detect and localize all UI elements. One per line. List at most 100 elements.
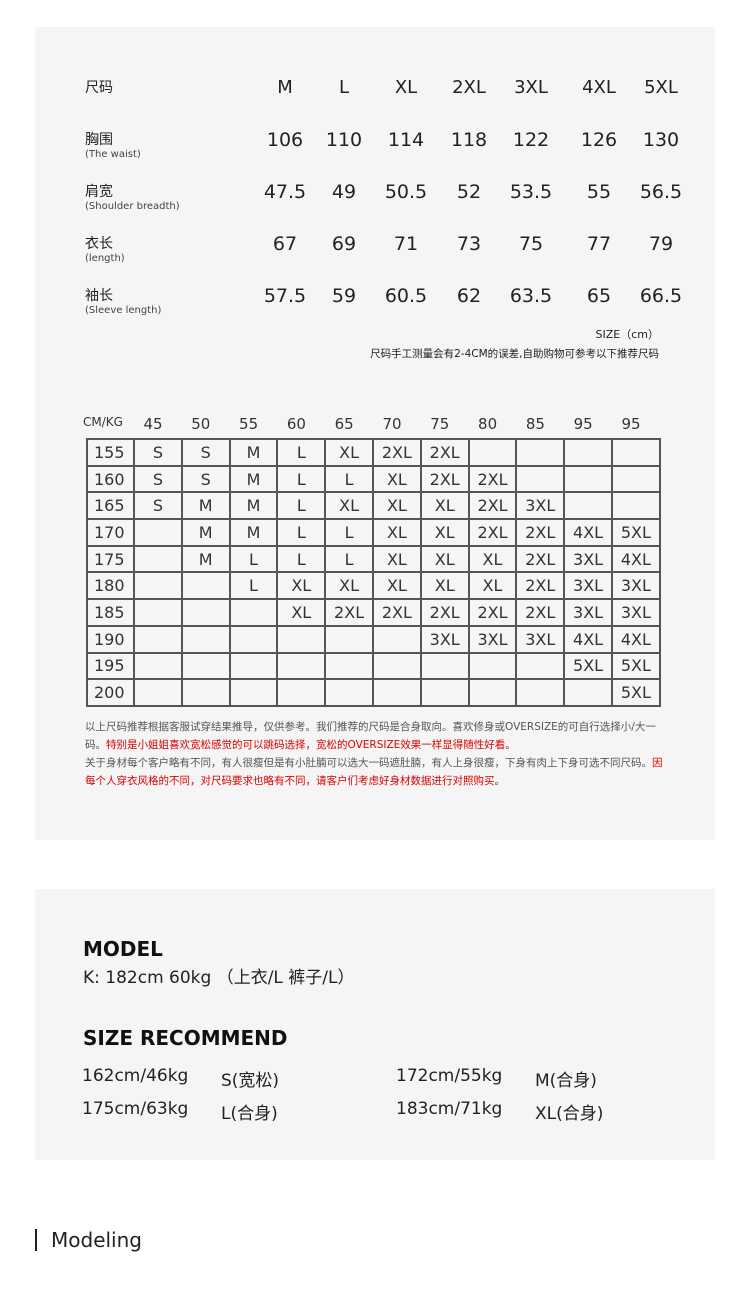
note-text: 关于身材每个客户略有不同，有人很瘦但是有小肚腩可以选大一码遮肚腩，有人上身很瘦，… xyxy=(85,757,652,769)
size-cell xyxy=(180,571,231,601)
measure-header-label: 尺码 xyxy=(85,80,113,96)
size-cell xyxy=(228,651,279,681)
size-cell xyxy=(276,678,327,707)
model-title: MODEL xyxy=(83,937,163,961)
size-cell: XL xyxy=(324,571,374,601)
measure-value: 52 xyxy=(456,181,482,203)
grid-row: 155 S S M L XL 2XL 2XL xyxy=(86,438,661,467)
size-cell xyxy=(133,678,183,707)
size-cell: L xyxy=(324,518,374,547)
size-cell: 2XL xyxy=(371,438,422,467)
size-cell xyxy=(467,438,518,467)
measure-value: 59 xyxy=(331,285,357,307)
size-cell xyxy=(467,678,518,707)
size-cell: XL xyxy=(371,571,422,601)
size-cell: 2XL xyxy=(467,518,518,547)
size-cell: 2XL xyxy=(467,491,518,521)
size-cell: L xyxy=(228,571,279,601)
measure-value: 62 xyxy=(456,285,482,307)
measure-value: 60.5 xyxy=(384,285,428,307)
measure-label: 衣长 xyxy=(85,236,113,252)
measure-value: 55 xyxy=(586,181,612,203)
size-cell: L xyxy=(276,491,327,521)
size-cell: S xyxy=(180,464,231,494)
size-cell: 2XL xyxy=(419,464,470,494)
size-cell xyxy=(419,651,470,681)
size-cell: 3XL xyxy=(563,598,613,627)
size-cell: XL xyxy=(467,571,518,601)
measure-sublabel: (Sleeve length) xyxy=(85,305,162,316)
size-cell: L xyxy=(228,544,279,574)
size-recommendation-grid: 155 S S M L XL 2XL 2XL 160 S S M L L XL 2XL 2XL 165 S M M L XL… xyxy=(86,438,661,707)
height-cell: 155 xyxy=(86,438,135,467)
size-cell: S xyxy=(133,491,183,521)
measure-label: 袖长 xyxy=(85,288,113,304)
note-highlight: 特别是小姐姐喜欢宽松感觉的可以跳码选择，宽松的OVERSIZE效果一样显得随性好… xyxy=(106,739,516,751)
weight-header: 50 xyxy=(191,415,211,433)
height-cell: 200 xyxy=(86,678,135,707)
size-header: 3XL xyxy=(514,77,548,98)
size-cell xyxy=(276,624,327,654)
size-cell xyxy=(610,438,661,467)
size-cell: M xyxy=(228,518,279,547)
measure-row: 肩宽 (Shoulder breadth) 47.5 49 50.5 52 53.5 55 56… xyxy=(85,181,682,221)
size-cell: 2XL xyxy=(419,598,470,627)
size-header: 5XL xyxy=(644,77,678,98)
size-cell xyxy=(180,651,231,681)
size-header: 2XL xyxy=(452,77,486,98)
measure-sublabel: (The waist) xyxy=(85,149,141,160)
measure-label: 胸围 xyxy=(85,132,113,148)
size-cell xyxy=(563,491,613,521)
size-cell xyxy=(563,678,613,707)
size-header: XL xyxy=(394,77,418,98)
size-cell: XL xyxy=(324,491,374,521)
grid-row: 185 XL 2XL 2XL 2XL 2XL 2XL 3XL 3XL xyxy=(86,598,661,627)
size-cell xyxy=(371,678,422,707)
recommend-body: 162cm/46kg xyxy=(82,1066,189,1086)
size-cell: 5XL xyxy=(610,651,661,681)
grid-row: 160 S S M L L XL 2XL 2XL xyxy=(86,464,661,494)
weight-header: 85 xyxy=(525,415,545,433)
grid-row: 195 5XL 5XL xyxy=(86,651,661,681)
measure-value: 57.5 xyxy=(263,285,307,307)
grid-row: 180 L XL XL XL XL XL 2XL 3XL 3XL xyxy=(86,571,661,601)
measure-value: 73 xyxy=(456,233,482,255)
size-cell: 3XL xyxy=(419,624,470,654)
measure-value: 118 xyxy=(450,129,488,151)
size-cell xyxy=(563,464,613,494)
size-cell: XL xyxy=(371,464,422,494)
size-cell: 2XL xyxy=(467,598,518,627)
size-cell xyxy=(133,518,183,547)
recommend-body: 172cm/55kg xyxy=(396,1066,503,1086)
size-cell: 3XL xyxy=(610,571,661,601)
size-cell: 2XL xyxy=(419,438,470,467)
note-text: 以上尺码推荐根据客服试穿结果推导，仅供参考。我们推荐的尺码是合身取向。喜欢修身或… xyxy=(85,721,656,751)
size-cell xyxy=(276,651,327,681)
size-cell: 2XL xyxy=(515,571,566,601)
measure-value: 67 xyxy=(272,233,298,255)
size-header: M xyxy=(277,77,293,98)
size-cell xyxy=(515,438,566,467)
size-cell: S xyxy=(180,438,231,467)
model-panel: MODEL K: 182cm 60kg （上衣/L 裤子/L） SIZE REC… xyxy=(35,889,715,1160)
measure-sublabel: (length) xyxy=(85,253,125,264)
height-cell: 185 xyxy=(86,598,135,627)
recommend-size: S(宽松) xyxy=(221,1071,280,1091)
size-cell: 2XL xyxy=(515,518,566,547)
measure-value: 130 xyxy=(642,129,680,151)
size-cell: M xyxy=(228,464,279,494)
size-cell: XL xyxy=(419,518,470,547)
size-cell: 4XL xyxy=(610,544,661,574)
size-cell: 2XL xyxy=(371,598,422,627)
size-cell: XL xyxy=(276,571,327,601)
height-cell: 180 xyxy=(86,571,135,601)
grid-row: 190 3XL 3XL 3XL 4XL 4XL xyxy=(86,624,661,654)
size-chart-panel: 尺码 M L XL 2XL 3XL 4XL 5XL 胸围 (The waist) 106 110 114… xyxy=(35,27,715,840)
size-cell: 3XL xyxy=(610,598,661,627)
size-cell: XL xyxy=(324,438,374,467)
size-cell xyxy=(324,678,374,707)
height-cell: 175 xyxy=(86,544,135,574)
measure-value: 122 xyxy=(512,129,550,151)
height-cell: 190 xyxy=(86,624,135,654)
size-cell xyxy=(228,598,279,627)
